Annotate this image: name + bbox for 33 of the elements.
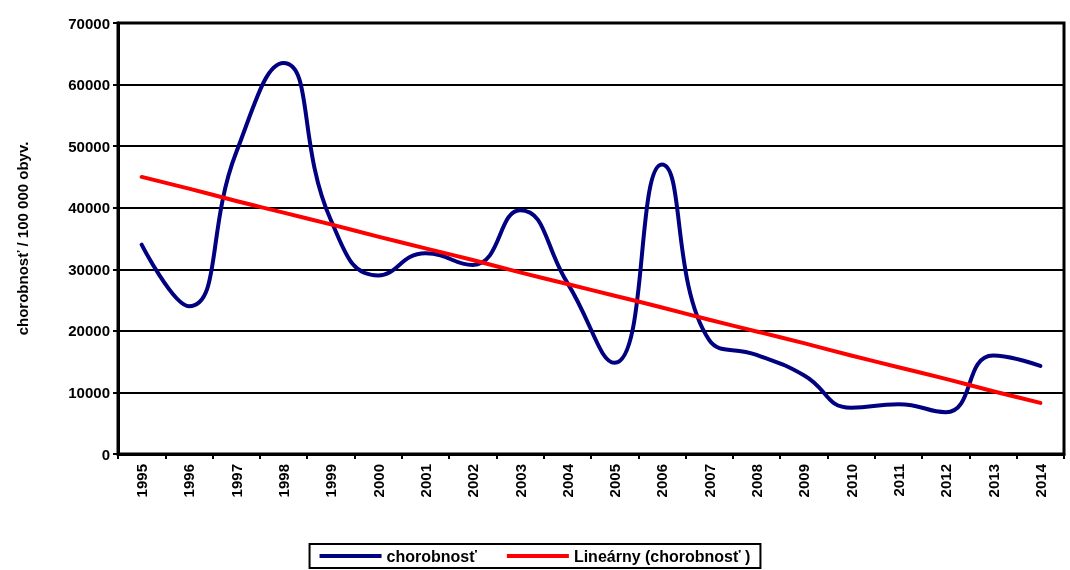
x-tick-label: 2008 bbox=[748, 464, 766, 498]
y-tick-label: 70000 bbox=[68, 14, 110, 32]
x-tick-label: 2012 bbox=[937, 464, 955, 498]
y-tick-label: 20000 bbox=[68, 322, 110, 340]
x-tick-label: 2014 bbox=[1031, 463, 1049, 498]
legend-label: Lineárny (chorobnosť ) bbox=[573, 547, 751, 565]
y-tick-label: 50000 bbox=[68, 137, 110, 155]
y-tick-label: 60000 bbox=[68, 76, 110, 94]
x-tick-label: 2003 bbox=[511, 464, 529, 498]
y-tick-label: 10000 bbox=[68, 383, 110, 401]
line-series bbox=[139, 61, 1043, 415]
y-tick-label: 30000 bbox=[68, 260, 110, 278]
x-tick-label: 2011 bbox=[889, 464, 907, 497]
x-tick-label: 2000 bbox=[369, 464, 387, 498]
x-tick-label: 2004 bbox=[558, 463, 576, 498]
x-tick-label: 2001 bbox=[416, 464, 434, 498]
x-tick-label: 1998 bbox=[275, 464, 293, 498]
x-tick-label: 2007 bbox=[700, 464, 718, 498]
x-tick-label: 2009 bbox=[795, 464, 813, 498]
legend-label: chorobnosť bbox=[386, 547, 478, 565]
x-tick-label: 2010 bbox=[842, 464, 860, 498]
x-tick-label: 1995 bbox=[133, 464, 151, 498]
x-tick-label: 2002 bbox=[464, 464, 482, 498]
y-tick-label: 40000 bbox=[68, 199, 110, 217]
line-series bbox=[139, 174, 1043, 405]
y-axis-title: chorobnosť / 100 000 obyv. bbox=[14, 141, 31, 336]
x-tick-label: 1999 bbox=[322, 464, 340, 498]
x-tick-label: 1996 bbox=[180, 464, 198, 498]
x-tick-label: 2013 bbox=[984, 464, 1002, 498]
x-tick-label: 2005 bbox=[606, 464, 624, 498]
x-tick-label: 1997 bbox=[227, 464, 245, 498]
x-tick-label: 2006 bbox=[653, 464, 671, 498]
y-tick-label: 0 bbox=[101, 445, 110, 463]
